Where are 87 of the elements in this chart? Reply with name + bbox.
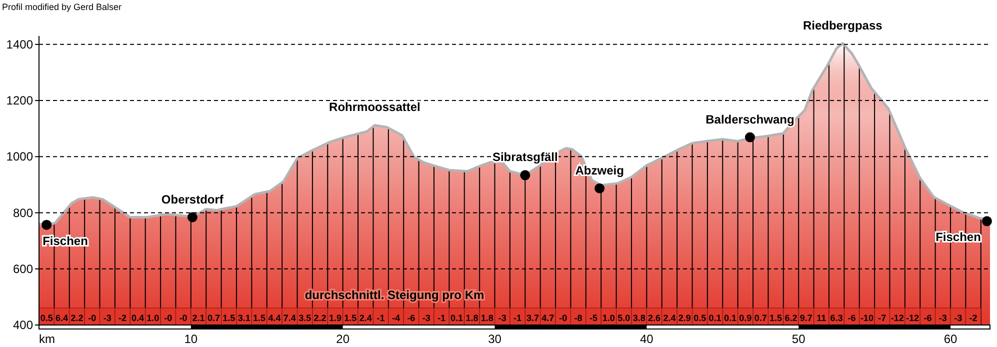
annotation: -1 <box>514 313 522 323</box>
annotation: 0.5 <box>694 313 706 323</box>
annotation: -2 <box>118 313 127 323</box>
annotation: 2.2 <box>314 313 326 323</box>
annotation: 1.0 <box>602 313 615 323</box>
y-tick-label: 600 <box>12 262 34 276</box>
annotation: 1.8 <box>466 313 478 323</box>
annotation: -6 <box>848 313 856 323</box>
point <box>982 216 992 226</box>
annotation: 6.2 <box>784 313 798 323</box>
annotation: -12 <box>906 313 920 323</box>
annotation: 1.8 <box>480 313 494 323</box>
x-tick-label: 20 <box>336 332 350 346</box>
annotation: -3 <box>422 313 430 323</box>
chart-title: Profil modified by Gerd Balser <box>2 2 122 12</box>
annotation: 1.0 <box>146 313 160 323</box>
annotation: 0.7 <box>207 313 220 323</box>
x-tick-label: 60 <box>944 332 958 346</box>
annotation: Rohrmoossattel <box>329 100 420 114</box>
annotation: 0.1 <box>450 313 464 323</box>
x-tick-label: 30 <box>488 332 502 346</box>
annotation: 6.4 <box>56 313 68 323</box>
annotation: 2.9 <box>678 313 691 323</box>
annotation: -12 <box>890 313 904 323</box>
x-tick-label: 10 <box>184 332 198 346</box>
point <box>520 170 530 180</box>
annotation: 1.5 <box>770 313 782 323</box>
annotation: -5 <box>589 313 598 323</box>
annotation: 4.4 <box>268 313 281 323</box>
annotation: 4.7 <box>542 313 554 323</box>
annotation: 3.1 <box>238 313 250 323</box>
annotation: -4 <box>392 313 400 323</box>
y-tick-label: 400 <box>12 318 34 332</box>
y-tick-label: 1200 <box>6 94 34 108</box>
annotation: 9.7 <box>800 313 812 323</box>
annotation: 11 <box>816 313 826 323</box>
annotation: -3 <box>498 313 506 323</box>
annotation: Balderschwang <box>706 112 794 126</box>
annotation: 0.1 <box>708 313 722 323</box>
annotation: 0.5 <box>40 313 53 323</box>
annotation: 2.1 <box>192 313 205 323</box>
annotation: -0 <box>88 313 96 323</box>
y-tick-label: 1000 <box>6 150 34 164</box>
annotation: 1.5 <box>222 313 236 323</box>
annotation: 3.8 <box>632 313 646 323</box>
annotation: -3 <box>938 313 947 323</box>
annotation: Oberstdorf <box>161 192 224 206</box>
annotation: 1.9 <box>328 313 342 323</box>
annotation: -3 <box>954 313 962 323</box>
annotation: 2.2 <box>70 313 84 323</box>
annotation: 1.5 <box>253 313 266 323</box>
annotation: Riedbergpass <box>802 18 883 32</box>
annotation: -3 <box>103 313 112 323</box>
annotation: -6 <box>407 313 416 323</box>
annotation: -1 <box>376 313 385 323</box>
annotation: 0.1 <box>724 313 736 323</box>
annotation: 3.7 <box>526 313 539 323</box>
annotation: -8 <box>574 313 582 323</box>
annotation: -0 <box>559 313 568 323</box>
annotation: -0 <box>164 313 172 323</box>
annotation: -6 <box>924 313 932 323</box>
annotation: 5.0 <box>618 313 630 323</box>
point <box>42 220 52 230</box>
annotation: 2.4 <box>663 313 676 323</box>
annotation: -10 <box>860 313 874 323</box>
point <box>187 212 198 222</box>
annotation: -2 <box>969 313 978 323</box>
x-tick-label: 50 <box>792 332 806 346</box>
y-tick-label: 1400 <box>6 37 34 52</box>
y-tick-label: 800 <box>12 206 34 220</box>
annotation: 3.5 <box>298 313 312 323</box>
annotation: -7 <box>878 313 886 323</box>
point <box>744 132 755 142</box>
annotation: -0 <box>179 313 188 323</box>
annotation: 7.4 <box>283 313 296 323</box>
x-axis-title: km <box>39 332 55 346</box>
annotation: -1 <box>438 313 446 323</box>
annotation: 0.7 <box>754 313 767 323</box>
point <box>594 183 605 194</box>
annotation: Abzweig <box>575 163 624 178</box>
annotation: 2.4 <box>359 313 372 323</box>
annotation: 1.5 <box>344 313 357 323</box>
x-tick-label: 40 <box>640 332 654 346</box>
annotation: 0.9 <box>739 313 752 323</box>
annotation: 6.3 <box>830 313 843 323</box>
annotation: 2.6 <box>648 313 661 323</box>
annotation: 0.4 <box>131 313 144 323</box>
